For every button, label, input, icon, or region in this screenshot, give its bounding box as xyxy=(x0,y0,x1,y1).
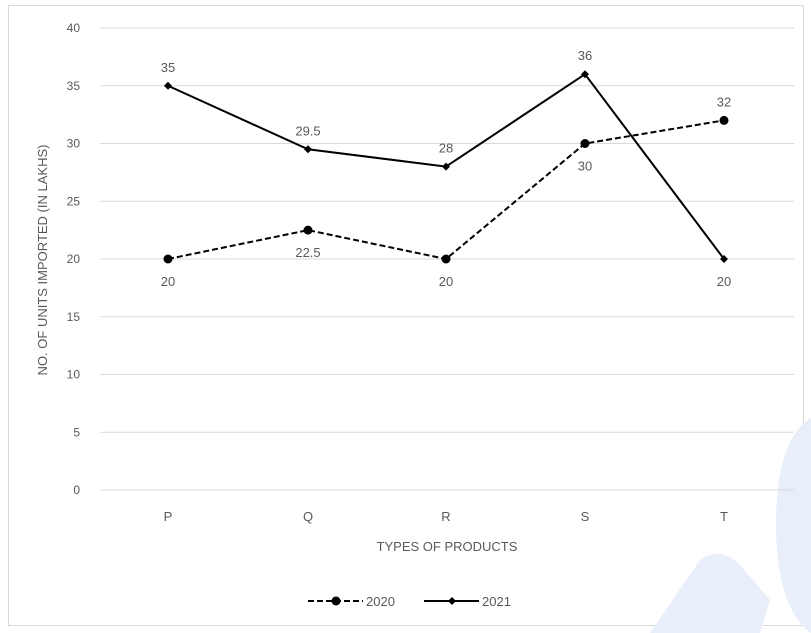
chart-frame xyxy=(8,5,804,626)
data-label-2020: 22.5 xyxy=(295,245,320,260)
y-tick-label: 35 xyxy=(67,79,81,93)
x-tick-label: R xyxy=(441,509,450,524)
y-tick-label: 25 xyxy=(67,194,81,208)
data-point-2021 xyxy=(164,81,172,90)
x-axis-title: TYPES OF PRODUCTS xyxy=(377,539,518,554)
data-label-2020: 30 xyxy=(578,159,592,174)
data-point-2020 xyxy=(719,115,729,125)
data-point-2021 xyxy=(442,162,450,171)
data-point-2020 xyxy=(580,139,590,148)
watermark-shape xyxy=(650,418,811,633)
y-axis-title: NO. OF UNITS IMPORTED (IN LAKHS) xyxy=(35,145,50,376)
data-point-2020 xyxy=(441,254,451,264)
legend-marker xyxy=(448,597,456,605)
y-tick-label: 30 xyxy=(67,137,81,151)
legend: 2020 2021 xyxy=(308,594,511,609)
legend-label-2020: 2020 xyxy=(366,594,395,609)
data-label-2020: 20 xyxy=(161,274,175,289)
y-tick-label: 10 xyxy=(67,368,81,382)
y-tick-label: 40 xyxy=(67,21,81,35)
y-tick-label: 15 xyxy=(67,310,81,324)
y-tick-label: 20 xyxy=(67,252,81,266)
x-tick-label: P xyxy=(164,509,173,524)
x-tick-label: S xyxy=(581,509,590,524)
data-label-2021: 29.5 xyxy=(295,123,320,138)
data-point-2020 xyxy=(303,225,313,235)
data-label-2021: 35 xyxy=(161,60,175,75)
data-label-2020: 32 xyxy=(717,94,731,109)
data-label-2021: 36 xyxy=(578,48,592,63)
x-tick-label: T xyxy=(720,509,728,524)
legend-label-2021: 2021 xyxy=(482,594,511,609)
data-point-2021 xyxy=(581,70,589,79)
data-point-2021 xyxy=(304,145,312,154)
data-label-2021: 20 xyxy=(717,274,731,289)
y-tick-label: 5 xyxy=(73,425,80,439)
legend-marker xyxy=(331,596,341,606)
x-tick-label: Q xyxy=(303,509,313,524)
data-label-2021: 28 xyxy=(439,141,453,156)
data-point-2021 xyxy=(720,255,728,263)
y-tick-label: 0 xyxy=(73,483,80,497)
data-label-2020: 20 xyxy=(439,274,453,289)
data-point-2020 xyxy=(163,254,173,264)
